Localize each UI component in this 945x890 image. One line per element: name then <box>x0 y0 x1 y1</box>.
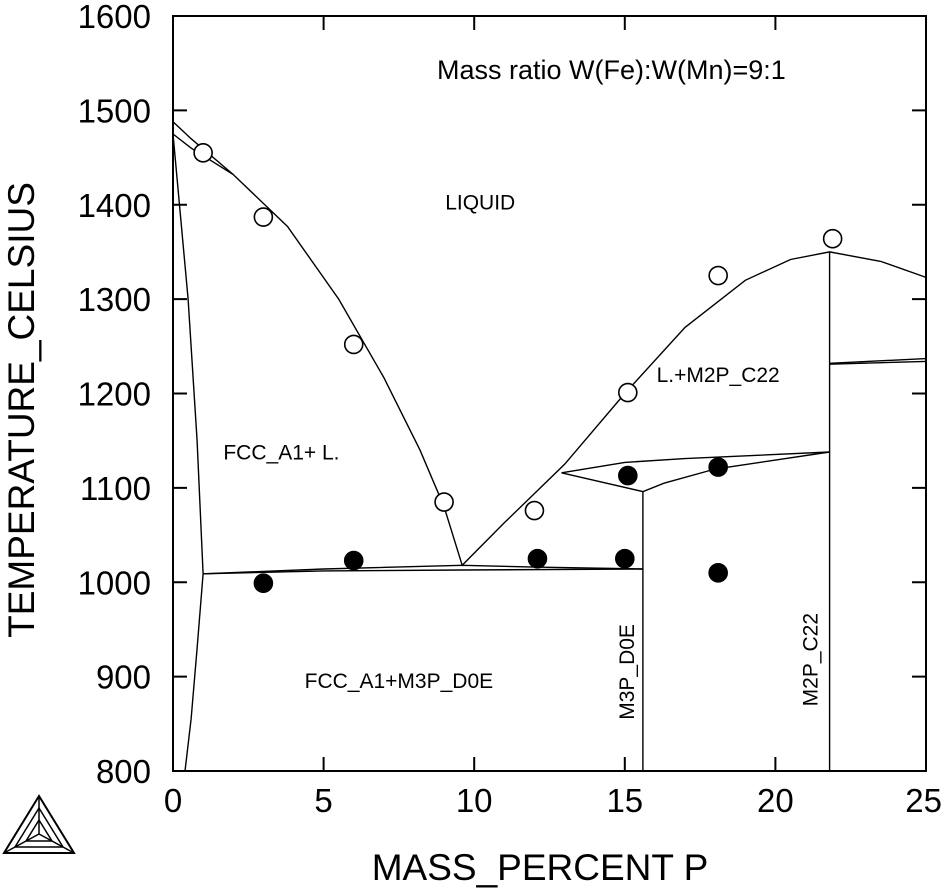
open-marker <box>193 143 213 163</box>
open-marker <box>524 500 545 521</box>
y-tick-label: 800 <box>96 753 151 790</box>
mass-ratio-annotation: Mass ratio W(Fe):W(Mn)=9:1 <box>437 55 786 85</box>
open-marker <box>343 334 364 355</box>
y-tick-label: 1100 <box>80 470 151 507</box>
tick-labels: 0 5 10 15 20 25 800 900 1000 1100 1200 1300 1400 1500… <box>78 0 942 819</box>
open-marker <box>434 492 454 512</box>
plot-frame <box>172 15 927 772</box>
region-label: FCC_A1+M3P_D0E <box>305 670 494 693</box>
x-tick-label: 5 <box>314 782 332 819</box>
x-tick-label: 25 <box>905 782 942 819</box>
open-marker <box>253 207 274 227</box>
filled-marker <box>343 550 364 571</box>
phase-boundary-3 <box>172 133 204 574</box>
phase-boundary-11 <box>829 357 927 364</box>
x-tick-label: 20 <box>757 782 794 819</box>
x-tick-label: 0 <box>164 782 182 819</box>
data-markers <box>193 143 843 593</box>
filled-marker <box>708 563 728 583</box>
phase-boundary-5 <box>203 564 643 575</box>
phase-boundary-0 <box>172 121 234 176</box>
filled-marker <box>253 573 274 593</box>
region-label: L.+M2P_C22 <box>657 364 780 387</box>
phase-boundary-12 <box>829 360 927 365</box>
region-label: M2P_C22 <box>800 613 823 706</box>
region-labels: LIQUID FCC_A1+ L. L.+M2P_C22 FCC_A1+M3P_D0E… <box>223 191 822 719</box>
x-tick-label: 15 <box>606 782 643 819</box>
filled-marker <box>708 457 728 477</box>
y-axis-title: TEMPERATURE_CELSIUS <box>1 182 42 638</box>
open-marker <box>822 228 843 249</box>
open-marker <box>708 265 728 286</box>
phase-boundary-7 <box>561 451 830 493</box>
phase-boundary-6 <box>203 568 643 575</box>
y-tick-label: 1300 <box>78 281 151 318</box>
y-tick-label: 1400 <box>78 187 151 224</box>
x-axis-title: MASS_PERCENT P <box>372 847 709 888</box>
phase-boundary-1 <box>172 133 463 566</box>
region-label: M3P_D0E <box>616 624 639 720</box>
y-tick-label: 1000 <box>78 564 151 601</box>
open-marker <box>618 382 638 403</box>
phase-boundary-2 <box>461 251 927 566</box>
filled-marker <box>527 548 548 569</box>
thermo-calc-logo <box>2 794 76 854</box>
filled-marker <box>618 465 638 486</box>
phase-boundary-8 <box>561 451 830 474</box>
region-label: FCC_A1+ L. <box>223 442 339 465</box>
x-tick-label: 10 <box>456 782 493 819</box>
phase-boundary-4 <box>184 573 204 772</box>
y-tick-label: 1500 <box>78 92 151 129</box>
filled-marker <box>614 548 635 569</box>
y-tick-label: 900 <box>96 659 151 696</box>
region-label: LIQUID <box>445 191 515 214</box>
y-tick-label: 1600 <box>78 0 151 35</box>
y-tick-label: 1200 <box>78 376 151 413</box>
